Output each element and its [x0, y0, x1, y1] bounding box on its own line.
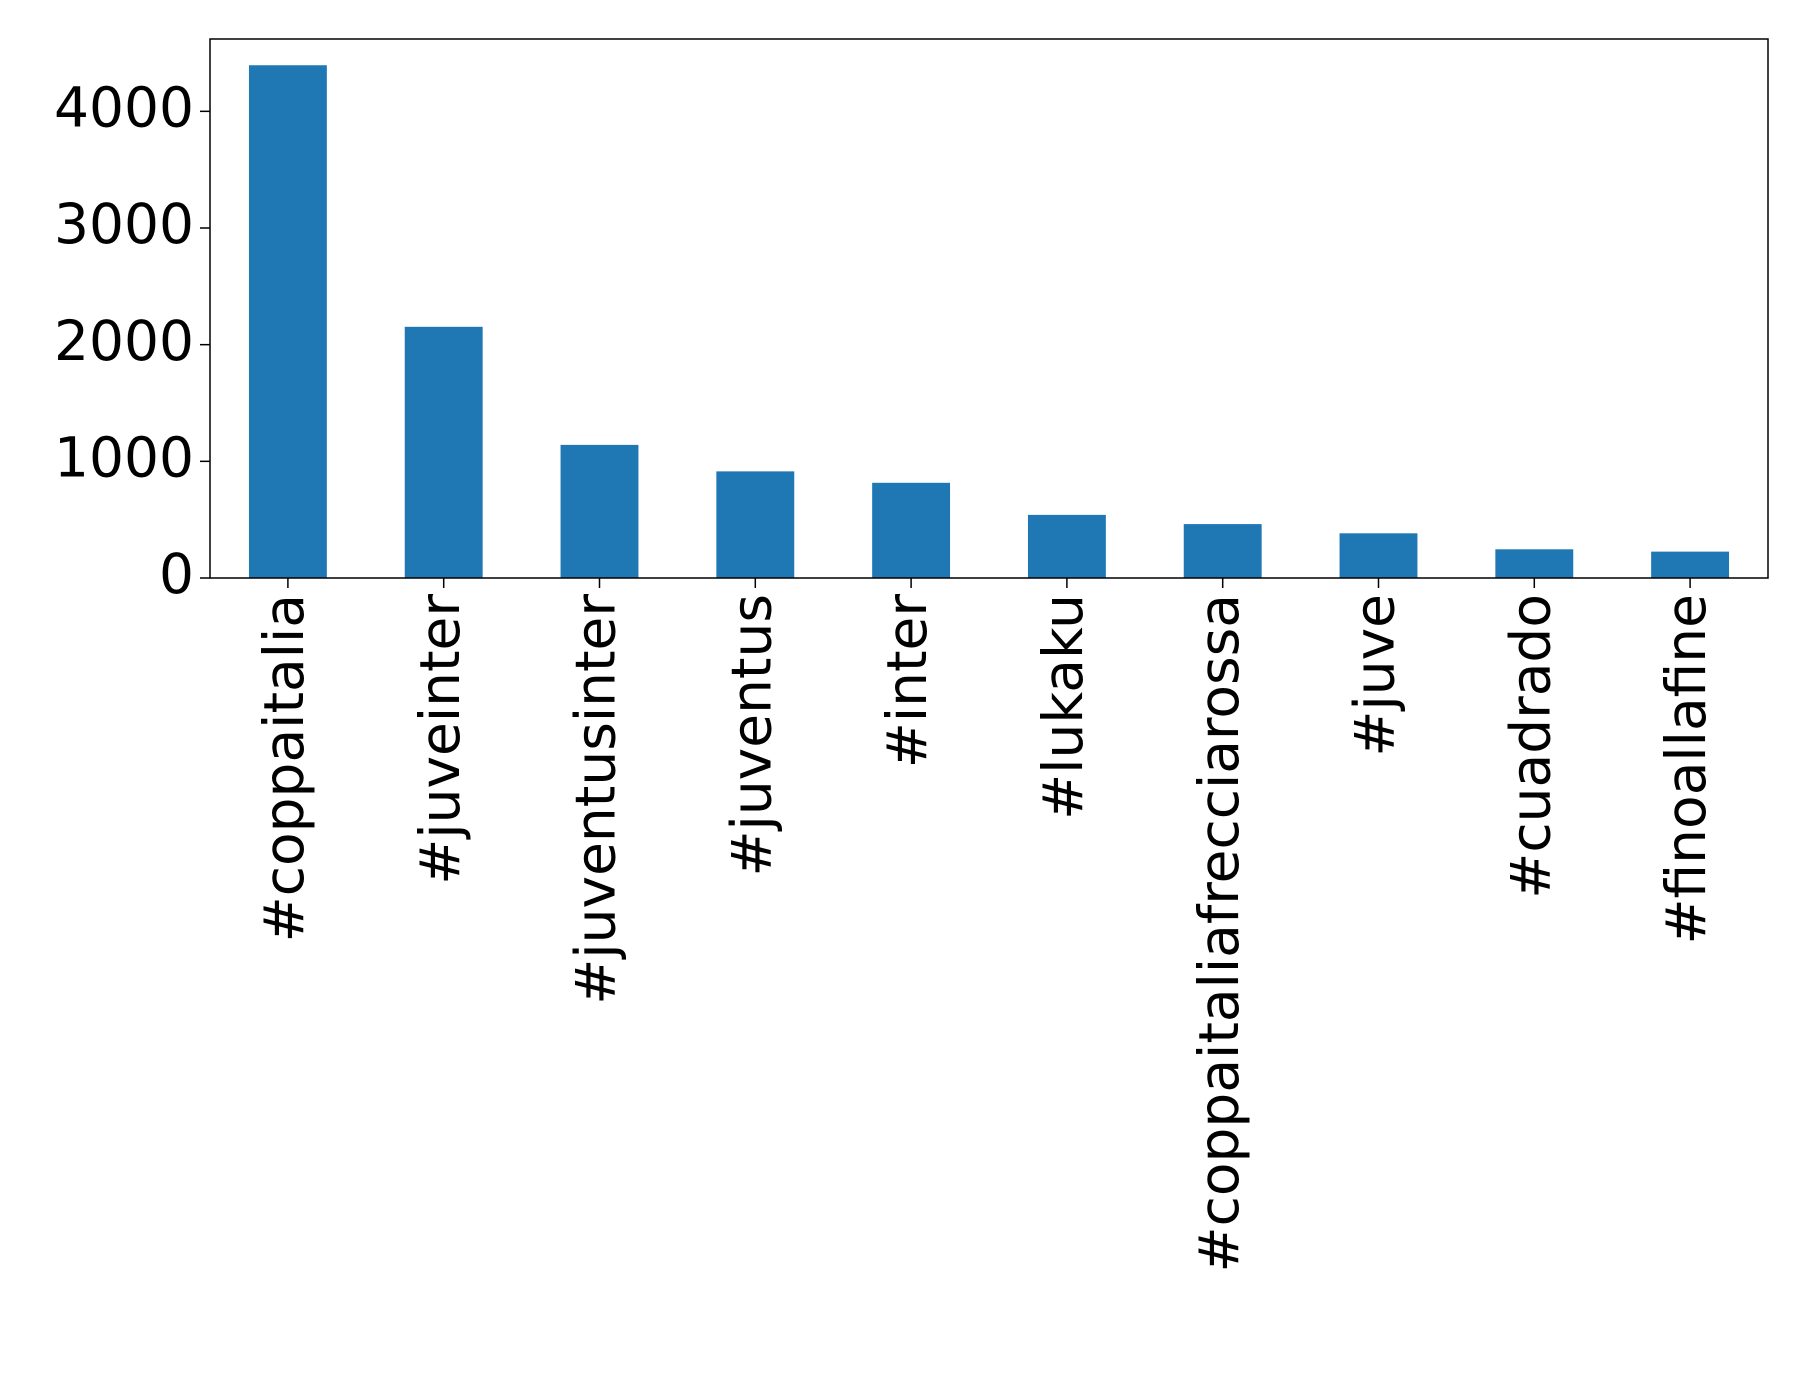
bar [1651, 551, 1730, 578]
bar [404, 326, 483, 578]
bar [1495, 549, 1574, 578]
bar [872, 482, 951, 578]
x-tick-label: #juventus [719, 594, 783, 877]
bar [248, 65, 327, 578]
y-tick-label: 1000 [54, 425, 194, 489]
bar [1339, 533, 1418, 578]
x-tick-label: #juve [1343, 594, 1407, 757]
y-tick-label: 2000 [54, 309, 194, 373]
y-tick-label: 4000 [54, 75, 194, 139]
x-tick-label: #juventusinter [564, 594, 628, 1005]
bar [1027, 514, 1106, 578]
x-tick-label: #finoallafine [1654, 594, 1718, 945]
y-tick-label: 0 [159, 542, 194, 606]
x-tick-label: #coppaitalia [252, 594, 316, 942]
x-tick-label: #inter [875, 594, 939, 769]
y-tick-label: 3000 [54, 192, 194, 256]
bar [716, 471, 795, 578]
x-tick-label: #coppaitaliafrecciarossa [1187, 594, 1251, 1272]
bar [560, 444, 639, 578]
bar [1183, 524, 1262, 578]
x-tick-label: #cuadrado [1498, 594, 1562, 899]
plot-frame [209, 38, 1769, 579]
x-tick-label: #juveinter [408, 594, 472, 885]
x-tick-label: #lukaku [1031, 594, 1095, 820]
